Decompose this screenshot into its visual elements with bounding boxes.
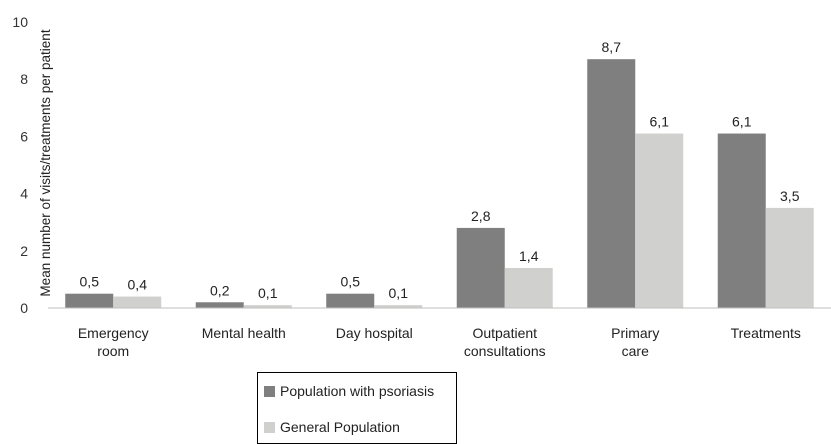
bar-psoriasis (717, 133, 766, 308)
y-tick-label: 4 (20, 186, 28, 202)
data-label: 1,4 (519, 248, 539, 264)
bar-psoriasis (195, 302, 244, 308)
x-tick-label: Emergency (78, 325, 149, 341)
bar-psoriasis (456, 227, 505, 308)
x-tick-label: care (622, 343, 649, 359)
legend-label-psoriasis: Population with psoriasis (280, 383, 435, 399)
y-tick-label: 6 (20, 128, 28, 144)
legend-swatch-psoriasis (264, 385, 275, 397)
x-tick-label: Primary (611, 325, 659, 341)
x-tick-label: Treatments (731, 325, 801, 341)
data-label: 0,1 (258, 285, 278, 301)
bar-general (113, 296, 162, 308)
legend-label-general: General Population (280, 419, 400, 435)
data-label: 6,1 (650, 114, 670, 130)
bar-general (243, 305, 292, 308)
data-label: 0,5 (80, 274, 100, 290)
y-tick-label: 2 (20, 243, 28, 259)
bar-psoriasis (326, 293, 375, 308)
y-tick-label: 10 (12, 14, 28, 30)
data-label: 3,5 (780, 188, 800, 204)
bar-psoriasis (65, 293, 114, 308)
bar-general (374, 305, 423, 308)
x-tick-label: Day hospital (336, 325, 413, 341)
legend-item-general: General Population (264, 419, 400, 435)
x-tick-label: Outpatient (472, 325, 537, 341)
legend: Population with psoriasis General Popula… (257, 372, 457, 444)
x-axis: Emergency room Mental health Day hospital Ou… (48, 307, 831, 359)
data-label: 6,1 (732, 114, 752, 130)
y-tick-label: 8 (20, 71, 28, 87)
bar-general (504, 267, 553, 308)
y-tick-label: 0 (20, 300, 28, 316)
bar-psoriasis (587, 59, 636, 309)
data-label: 0,1 (389, 285, 409, 301)
bar-general (765, 207, 814, 308)
bars (65, 59, 814, 309)
legend-item-psoriasis: Population with psoriasis (264, 383, 434, 399)
data-label: 2,8 (471, 208, 491, 224)
legend-swatch-general (264, 421, 275, 433)
data-label: 0,5 (341, 274, 361, 290)
x-tick-label: consultations (464, 343, 546, 359)
bar-general (635, 133, 684, 308)
data-label: 8,7 (602, 39, 622, 55)
data-label: 0,4 (128, 277, 148, 293)
x-tick-label: room (97, 343, 129, 359)
data-labels: 0,5 0,2 0,5 2,8 8,7 6,1 0,4 0,1 0,1 1,4 6,1 3,5 (80, 39, 800, 301)
x-tick-label: Mental health (202, 325, 286, 341)
y-axis-title: Mean number of visits/treatments per pat… (38, 29, 53, 296)
y-axis: 0 2 4 6 8 10 (12, 14, 28, 316)
data-label: 0,2 (210, 282, 230, 298)
